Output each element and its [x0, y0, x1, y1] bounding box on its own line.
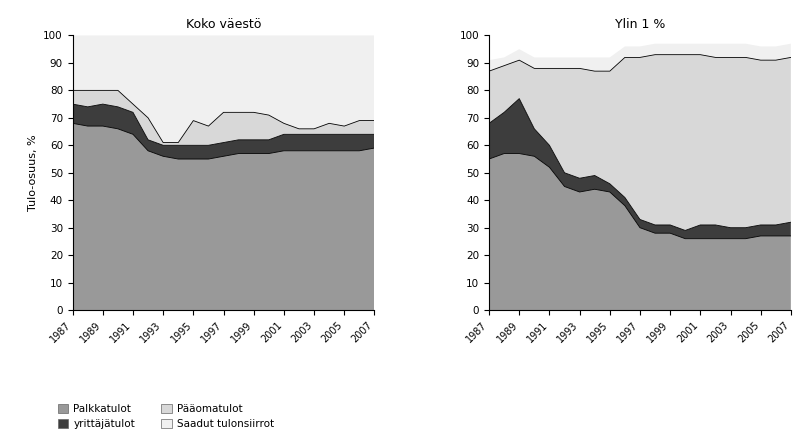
Legend: Palkkatulot, yrittäjätulot, Pääomatulot, Saadut tulonsiirrot: Palkkatulot, yrittäjätulot, Pääomatulot,…	[53, 400, 278, 433]
Title: Koko väestö: Koko väestö	[186, 19, 261, 31]
Title: Ylin 1 %: Ylin 1 %	[615, 19, 665, 31]
Y-axis label: Tulo-osuus, %: Tulo-osuus, %	[27, 135, 38, 211]
